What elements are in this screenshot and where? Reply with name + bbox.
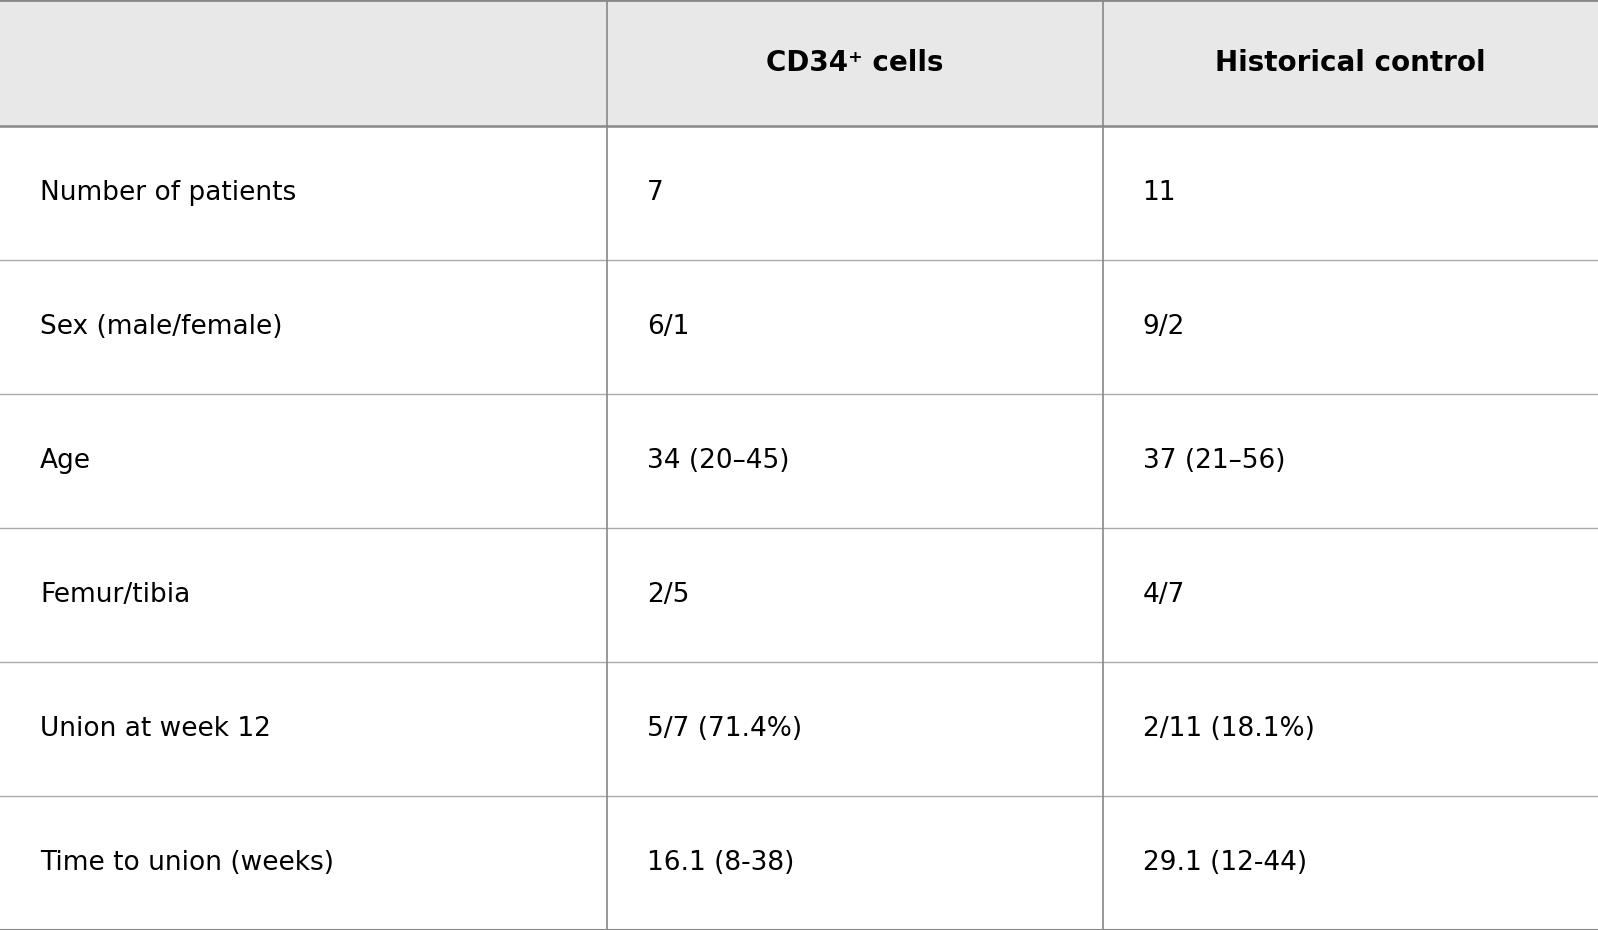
Text: 7: 7 bbox=[647, 179, 663, 206]
Text: 4/7: 4/7 bbox=[1143, 582, 1186, 608]
Text: Femur/tibia: Femur/tibia bbox=[40, 582, 190, 608]
Bar bbox=[0, 796, 1598, 930]
Bar bbox=[0, 126, 1598, 259]
Text: Number of patients: Number of patients bbox=[40, 179, 296, 206]
Bar bbox=[0, 0, 1598, 126]
Text: 29.1 (12-44): 29.1 (12-44) bbox=[1143, 850, 1307, 876]
Bar bbox=[0, 259, 1598, 393]
Bar bbox=[0, 662, 1598, 796]
Bar bbox=[0, 393, 1598, 528]
Text: 11: 11 bbox=[1143, 179, 1176, 206]
Text: Sex (male/female): Sex (male/female) bbox=[40, 313, 283, 339]
Text: Age: Age bbox=[40, 447, 91, 473]
Text: Historical control: Historical control bbox=[1214, 48, 1486, 77]
Text: 5/7 (71.4%): 5/7 (71.4%) bbox=[647, 716, 802, 742]
Text: CD34⁺ cells: CD34⁺ cells bbox=[765, 48, 944, 77]
Text: Time to union (weeks): Time to union (weeks) bbox=[40, 850, 334, 876]
Text: 9/2: 9/2 bbox=[1143, 313, 1186, 339]
Text: 37 (21–56): 37 (21–56) bbox=[1143, 447, 1285, 473]
Text: Union at week 12: Union at week 12 bbox=[40, 716, 270, 742]
Text: 2/5: 2/5 bbox=[647, 582, 690, 608]
Bar bbox=[0, 528, 1598, 662]
Text: 6/1: 6/1 bbox=[647, 313, 690, 339]
Text: 34 (20–45): 34 (20–45) bbox=[647, 447, 789, 473]
Text: 2/11 (18.1%): 2/11 (18.1%) bbox=[1143, 716, 1315, 742]
Text: 16.1 (8-38): 16.1 (8-38) bbox=[647, 850, 794, 876]
